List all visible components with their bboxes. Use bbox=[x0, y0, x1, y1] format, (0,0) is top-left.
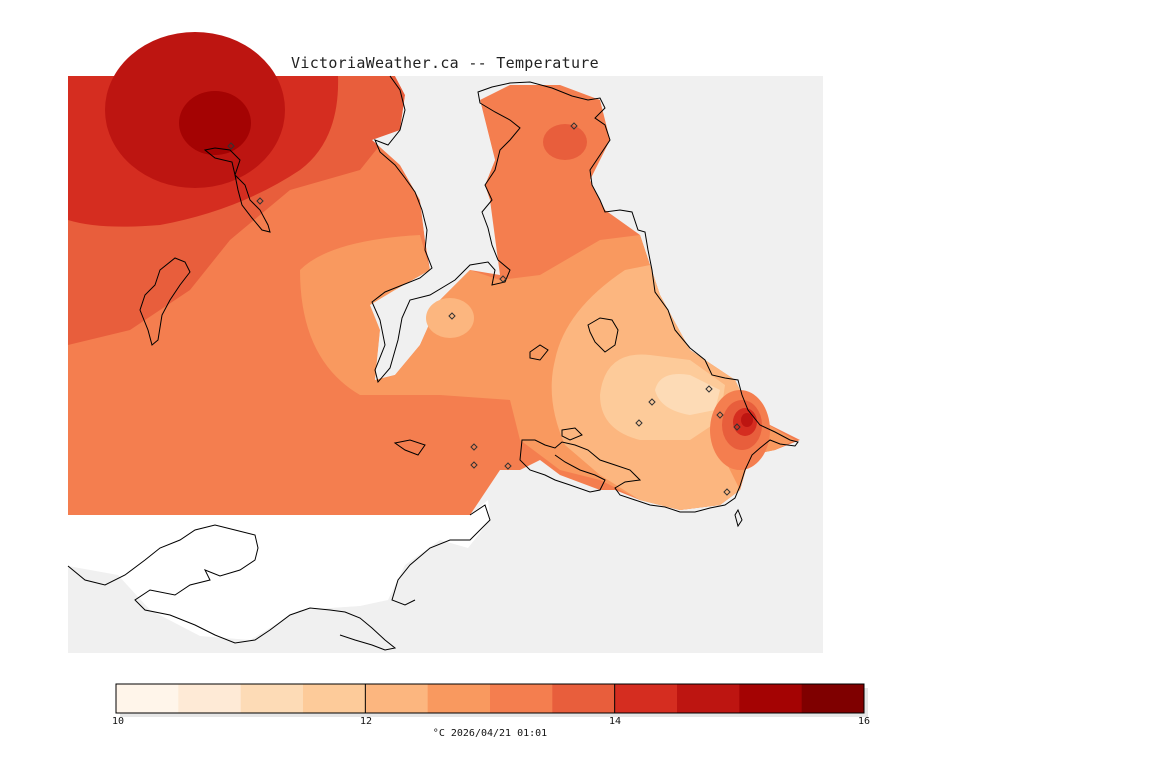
legend-swatch bbox=[739, 684, 803, 713]
legend-swatch bbox=[677, 684, 740, 713]
legend-swatch bbox=[801, 684, 865, 713]
legend-swatch bbox=[303, 684, 366, 713]
diamond-icon bbox=[256, 197, 264, 205]
temp-band-11 bbox=[655, 374, 720, 415]
legend-swatch bbox=[614, 684, 678, 713]
diamond-icon bbox=[723, 488, 731, 496]
legend-swatch bbox=[178, 684, 242, 713]
legend-swatch bbox=[116, 684, 179, 713]
coastlines bbox=[67, 75, 799, 651]
weather-stations bbox=[227, 122, 741, 496]
legend-label-12: 12 bbox=[360, 716, 373, 727]
diamond-icon bbox=[705, 385, 713, 393]
land-channel bbox=[370, 76, 495, 380]
legend-color-bar bbox=[115, 683, 868, 717]
diamond-icon bbox=[570, 122, 578, 130]
legend-swatch bbox=[240, 684, 304, 713]
water-area bbox=[68, 500, 490, 640]
diamond-icon bbox=[635, 419, 643, 427]
temp-spot-hot-core bbox=[741, 413, 753, 427]
legend-swatch bbox=[365, 684, 429, 713]
temp-spot-cool bbox=[426, 298, 474, 338]
diamond-icon bbox=[227, 142, 235, 150]
diamond-icon bbox=[470, 461, 478, 469]
diamond-icon bbox=[499, 275, 507, 283]
diamond-icon bbox=[470, 443, 478, 451]
legend-units-time: °C 2026/04/21 01:01 bbox=[432, 728, 548, 739]
legend-swatch bbox=[552, 684, 616, 713]
legend-label-max: 16 bbox=[858, 716, 871, 727]
temp-spot-ne bbox=[543, 124, 587, 160]
diamond-icon bbox=[504, 462, 512, 470]
temp-band-15 bbox=[179, 91, 251, 155]
legend-border bbox=[115, 683, 865, 714]
legend-swatch bbox=[427, 684, 491, 713]
map-title: VictoriaWeather.ca -- Temperature bbox=[291, 54, 599, 72]
legend-label-14: 14 bbox=[609, 716, 622, 727]
diamond-icon bbox=[648, 398, 656, 406]
legend-swatch bbox=[490, 684, 553, 713]
diamond-icon bbox=[448, 312, 456, 320]
diamond-icon bbox=[716, 411, 724, 419]
diamond-icon bbox=[733, 423, 741, 431]
legend-label-min: 10 bbox=[112, 716, 125, 727]
